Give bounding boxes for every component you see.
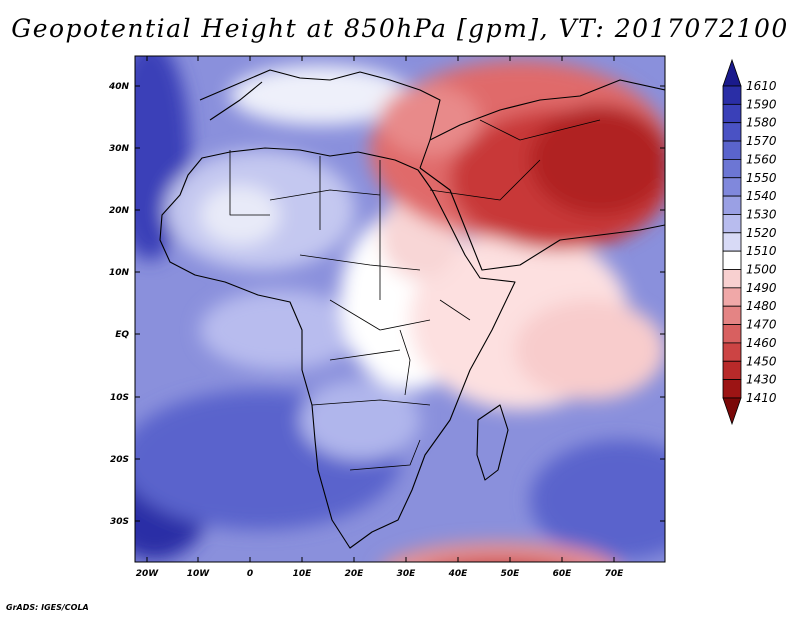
colorbar-label: 1540 bbox=[746, 189, 777, 203]
colorbar-swatch bbox=[722, 360, 742, 381]
lat-label: 20N bbox=[109, 206, 130, 216]
colorbar-label: 1530 bbox=[746, 207, 777, 221]
colorbar-swatch bbox=[722, 269, 742, 289]
colorbar-swatch bbox=[722, 58, 742, 87]
lon-label: 30E bbox=[397, 569, 417, 579]
colorbar-swatch bbox=[722, 177, 742, 197]
lat-label: 20S bbox=[110, 455, 129, 465]
lon-label: 50E bbox=[501, 569, 521, 579]
colorbar-label: 1410 bbox=[746, 391, 777, 405]
colorbar-label: 1490 bbox=[746, 281, 777, 295]
colorbar-swatch bbox=[722, 232, 742, 252]
lat-label: 10S bbox=[110, 393, 129, 403]
lon-label: 60E bbox=[553, 569, 573, 579]
colorbar-label: 1550 bbox=[746, 171, 777, 185]
colorbar-swatch bbox=[722, 140, 742, 160]
lat-label: 10N bbox=[109, 268, 130, 278]
colorbar-label: 1430 bbox=[746, 373, 777, 387]
lon-label: 20W bbox=[136, 569, 160, 579]
colorbar-swatch bbox=[722, 195, 742, 215]
colorbar-label: 1520 bbox=[746, 226, 777, 240]
colorbar-label: 1470 bbox=[746, 318, 777, 332]
lat-label: 30N bbox=[109, 144, 130, 154]
colorbar-swatch bbox=[722, 85, 742, 105]
colorbar-swatch bbox=[722, 103, 742, 124]
colorbar-label: 1480 bbox=[746, 299, 777, 313]
height-field bbox=[135, 56, 665, 562]
lon-label: 20E bbox=[345, 569, 365, 579]
lon-label: 10W bbox=[187, 569, 211, 579]
lat-labels: 40N 30N 20N 10N EQ 10S 20S 30S bbox=[108, 82, 130, 527]
credit-label: GrADS: IGES/COLA bbox=[6, 603, 89, 612]
colorbar-label: 1570 bbox=[746, 134, 777, 148]
colorbar-label: 1460 bbox=[746, 336, 777, 350]
colorbar-swatch bbox=[722, 214, 742, 234]
lon-label: 40E bbox=[448, 569, 469, 579]
axis-ticks bbox=[135, 56, 665, 562]
lon-label: 10E bbox=[293, 569, 313, 579]
colorbar-label: 1500 bbox=[746, 263, 777, 277]
colorbar-swatch bbox=[722, 342, 742, 362]
colorbar-label: 1510 bbox=[746, 244, 777, 258]
colorbar-swatch bbox=[722, 287, 742, 307]
colorbar-label: 1610 bbox=[746, 79, 777, 93]
colorbar-swatch bbox=[722, 122, 742, 142]
colorbar-swatch bbox=[722, 158, 742, 179]
colorbar-label: 1590 bbox=[746, 97, 777, 111]
lon-label: 0 bbox=[247, 569, 253, 579]
colorbar-swatch bbox=[722, 250, 742, 270]
map-frame bbox=[134, 55, 666, 563]
lat-label: 30S bbox=[110, 517, 129, 527]
lon-labels: 20W 10W 0 10E 20E 30E 40E 50E 60E 70E bbox=[136, 569, 624, 579]
colorbar-swatch bbox=[722, 379, 742, 399]
colorbar-swatch bbox=[722, 397, 742, 426]
lat-label: 40N bbox=[108, 82, 130, 92]
lon-label: 70E bbox=[605, 569, 625, 579]
colorbar-label: 1580 bbox=[746, 116, 777, 130]
colorbar-swatch bbox=[722, 324, 742, 344]
lat-label: EQ bbox=[115, 330, 129, 340]
coastlines bbox=[159, 69, 665, 549]
map-title: Geopotential Height at 850hPa [gpm], VT:… bbox=[11, 14, 789, 43]
colorbar-label: 1560 bbox=[746, 152, 777, 166]
colorbar-label: 1450 bbox=[746, 354, 777, 368]
colorbar: 1610 1590 1580 1570 1560 1550 1540 1530 1520 1510… bbox=[722, 58, 777, 426]
colorbar-swatch bbox=[722, 305, 742, 325]
